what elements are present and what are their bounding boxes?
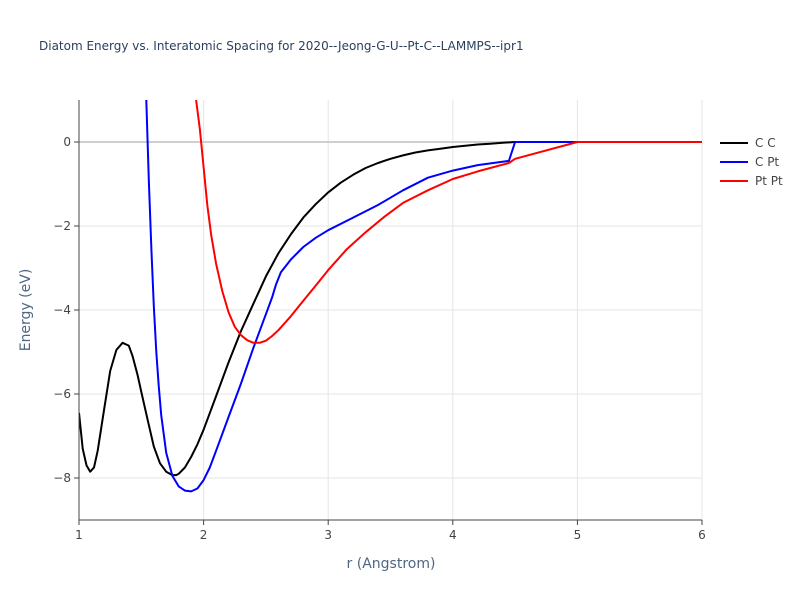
y-tick-label: −6	[53, 387, 71, 401]
y-tick-label: −8	[53, 471, 71, 485]
legend-item-c-pt[interactable]: C Pt	[720, 155, 779, 169]
grid-lines	[79, 100, 703, 520]
series-line-c-c[interactable]	[79, 141, 702, 477]
chart-title: Diatom Energy vs. Interatomic Spacing fo…	[39, 39, 524, 53]
y-tick-label: 0	[63, 135, 71, 149]
plot-area[interactable]	[79, 100, 702, 493]
x-tick-label: 6	[698, 528, 706, 542]
y-tick-label: −4	[53, 303, 71, 317]
legend-item-pt-pt[interactable]: Pt Pt	[720, 174, 783, 188]
series-line-pt-pt[interactable]	[195, 100, 702, 344]
x-tick-label: 2	[200, 528, 208, 542]
y-tick-label: −2	[53, 219, 71, 233]
axis-ticks: 1 2 3 4 5 6 −8 −6 −4 −2 0	[53, 100, 706, 542]
x-tick-label: 5	[574, 528, 582, 542]
legend[interactable]: C C C Pt Pt Pt	[720, 136, 783, 188]
x-axis-title: r (Angstrom)	[347, 556, 436, 572]
legend-label: C C	[755, 136, 776, 150]
legend-label: C Pt	[755, 155, 779, 169]
x-tick-label: 1	[75, 528, 83, 542]
x-tick-label: 4	[449, 528, 457, 542]
x-tick-label: 3	[324, 528, 332, 542]
legend-item-c-c[interactable]: C C	[720, 136, 776, 150]
legend-label: Pt Pt	[755, 174, 783, 188]
y-axis-title: Energy (eV)	[18, 269, 34, 352]
series-line-c-pt[interactable]	[145, 100, 702, 493]
